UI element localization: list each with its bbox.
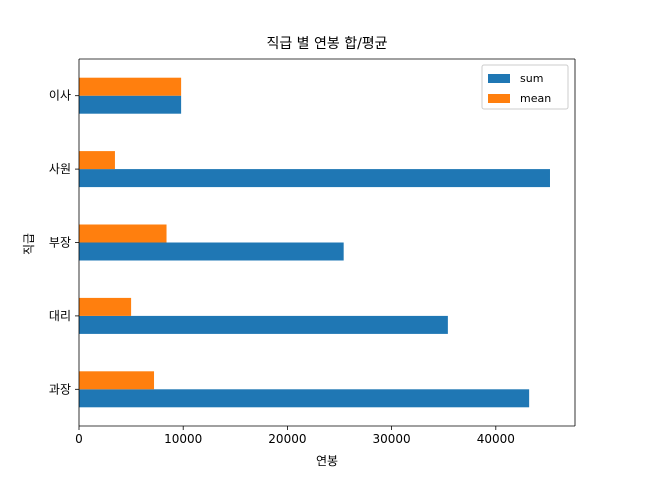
- legend-swatch-sum: [488, 74, 510, 83]
- chart-title: 직급 별 연봉 합/평균: [266, 36, 387, 52]
- y-tick-label-4: 이사: [49, 89, 71, 103]
- bar-sum-0: [79, 389, 530, 408]
- y-tick-label-0: 과장: [49, 382, 71, 396]
- legend-label-sum: sum: [520, 72, 543, 85]
- bar-mean-1: [79, 297, 132, 316]
- bar-mean-2: [79, 224, 167, 243]
- bar-mean-3: [79, 151, 115, 170]
- legend-label-mean: mean: [520, 92, 551, 105]
- x-tick-label-3: 30000: [373, 432, 411, 446]
- bar-sum-2: [79, 242, 344, 261]
- bar-sum-3: [79, 169, 550, 188]
- x-tick-label-1: 10000: [164, 432, 202, 446]
- bar-sum-4: [79, 95, 182, 114]
- x-tick-label-0: 0: [75, 432, 83, 446]
- bar-sum-1: [79, 315, 448, 334]
- x-tick-label-4: 40000: [477, 432, 515, 446]
- y-tick-label-1: 대리: [49, 309, 71, 323]
- plot-area: 0 10000 20000 30000 40000 과장 대리 부장 사원 이사: [49, 58, 576, 446]
- bar-mean-4: [79, 77, 182, 96]
- y-tick-label-2: 부장: [49, 236, 71, 250]
- legend: sum mean: [481, 64, 569, 110]
- y-tick-label-3: 사원: [49, 162, 71, 176]
- x-axis-label: 연봉: [316, 454, 338, 468]
- x-tick-label-2: 20000: [268, 432, 306, 446]
- bar-mean-0: [79, 371, 155, 390]
- y-axis-label: 직급: [22, 233, 36, 255]
- legend-swatch-mean: [488, 94, 510, 103]
